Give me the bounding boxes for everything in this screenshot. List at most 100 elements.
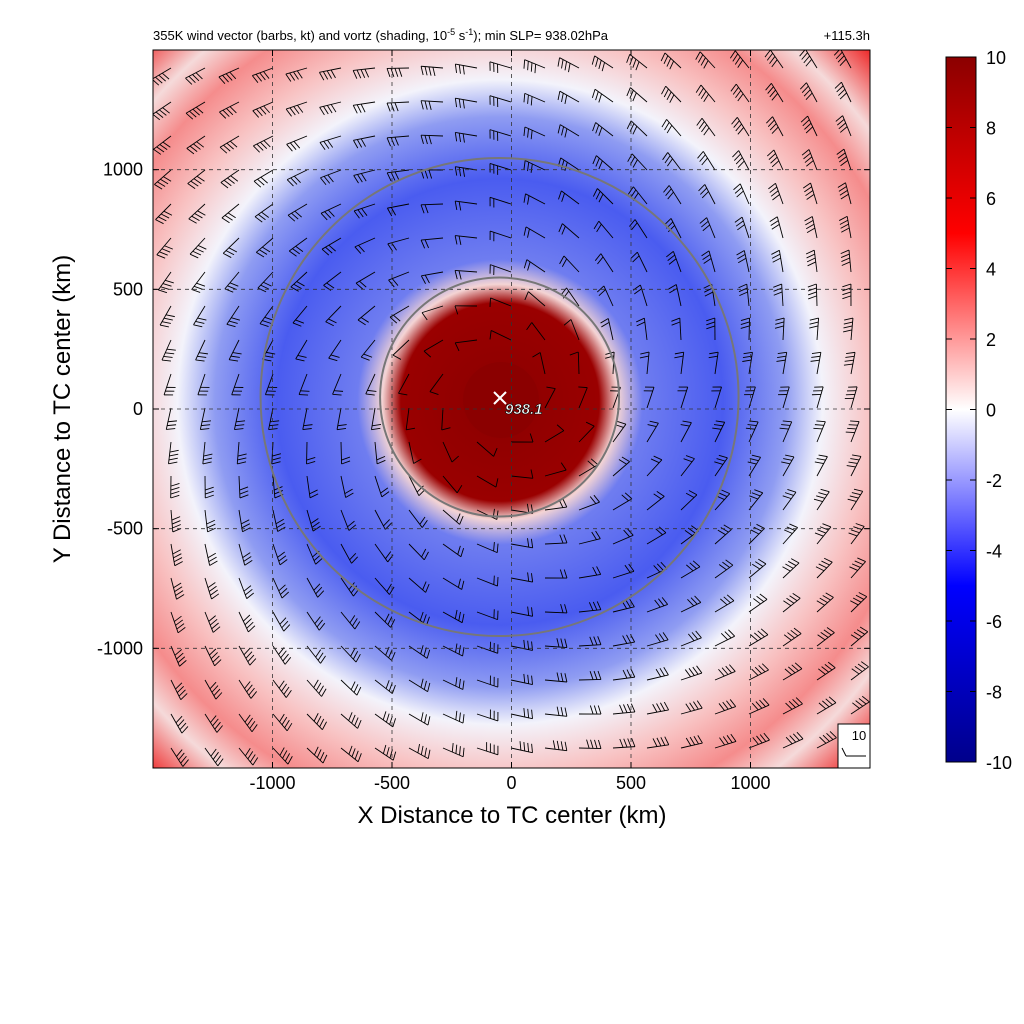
wind-barb-flag: [454, 63, 457, 74]
wind-barb-flag: [526, 322, 533, 331]
wind-barb-shaft: [168, 441, 172, 464]
wind-barb-flag: [303, 424, 313, 427]
wind-barb-flag: [388, 279, 395, 288]
wind-barb-flag: [703, 93, 709, 103]
wind-barb-flag: [846, 465, 856, 468]
wind-barb-flag: [174, 561, 183, 567]
wind-barb-flag: [674, 351, 684, 355]
wind-barb-flag: [833, 50, 840, 56]
wind-barb-flag: [589, 636, 594, 646]
wind-barb-flag: [842, 287, 852, 292]
wind-barb-flag: [561, 193, 565, 202]
wind-barb-flag: [241, 523, 251, 529]
wind-barb-flag: [531, 675, 533, 685]
wind-barb-flag: [860, 661, 869, 668]
wind-barb-flag: [376, 455, 386, 461]
wind-barb-flag: [156, 254, 166, 259]
wind-barb-flag: [389, 316, 398, 324]
wind-barb-flag: [162, 107, 170, 114]
wind-barb-flag: [559, 255, 565, 265]
wind-barb-flag: [801, 85, 809, 94]
wind-barb-shaft: [743, 250, 750, 273]
wind-barb-flag: [360, 173, 367, 182]
wind-barb-shaft: [612, 570, 635, 579]
wind-barb-flag: [320, 177, 327, 186]
chart-title: 355K wind vector (barbs, kt) and vortz (…: [153, 27, 609, 43]
wind-barb-flag: [855, 700, 864, 707]
wind-barb-shaft: [489, 95, 512, 103]
wind-barb-flag: [353, 210, 360, 219]
wind-barb-flag: [248, 687, 255, 696]
wind-barb-shaft: [252, 67, 274, 77]
wind-barb-flag: [392, 718, 397, 727]
range-rings: [259, 157, 740, 638]
wind-barb-shaft: [544, 713, 567, 717]
wind-barb-flag: [771, 59, 778, 68]
wind-barb-flag: [205, 490, 214, 495]
wind-barb-shaft: [578, 747, 602, 750]
wind-barb-flag: [261, 211, 269, 218]
wind-barb-flag: [530, 62, 533, 72]
wind-barb-flag: [850, 634, 859, 640]
wind-barb-shaft: [374, 611, 392, 628]
wind-barb-flag: [326, 70, 333, 79]
wind-barb-flag: [755, 561, 764, 567]
wind-barb-flag: [814, 424, 824, 426]
wind-barb-flag: [242, 552, 251, 558]
wind-barb-flag: [459, 746, 461, 756]
wind-barb-flag: [328, 318, 337, 324]
wind-barb-flag: [211, 685, 219, 693]
wind-barb-flag: [349, 615, 356, 624]
wind-barb-flag: [274, 490, 284, 495]
y-tick-label: 0: [133, 399, 143, 419]
wind-barb-flag: [759, 699, 766, 707]
wind-barb-shaft: [306, 747, 324, 764]
wind-barb-flag: [802, 182, 811, 189]
wind-barb-shaft: [528, 291, 546, 307]
wind-barb-flag: [632, 255, 640, 263]
wind-barb-flag: [289, 107, 296, 116]
wind-barb-shaft: [423, 339, 444, 352]
wind-barb-flag: [458, 98, 461, 108]
wind-barb-flag: [598, 93, 602, 103]
wind-barb-flag: [462, 714, 465, 724]
wind-barb-flag: [695, 84, 702, 93]
wind-barb-flag: [838, 122, 846, 130]
wind-barb-flag: [168, 461, 178, 465]
wind-barb-shaft: [319, 67, 342, 73]
wind-barb-flag: [660, 52, 666, 62]
wind-barb-flag: [177, 656, 186, 663]
wind-barb-flag: [805, 59, 813, 67]
wind-barb-flag: [529, 433, 534, 443]
wind-barb-shaft: [808, 149, 818, 171]
wind-barb-flag: [593, 670, 598, 680]
wind-barb-flag: [556, 424, 565, 432]
wind-barb-flag: [658, 526, 667, 534]
wind-barb-flag: [313, 679, 319, 688]
wind-barb-flag: [800, 115, 808, 123]
wind-barb-shaft: [489, 129, 512, 137]
wind-barb-flag: [596, 285, 605, 293]
wind-barb-flag: [820, 488, 830, 493]
wind-barb-flag: [630, 703, 636, 713]
wind-barb-flag: [239, 490, 249, 495]
wind-barb-flag: [623, 704, 628, 713]
wind-barb-flag: [818, 454, 828, 458]
wind-barb-flag: [696, 700, 703, 709]
wind-barb-shaft: [193, 305, 206, 325]
wind-barb-flag: [848, 532, 858, 537]
wind-barb-flag: [564, 673, 568, 683]
wind-barb-shaft: [374, 577, 390, 595]
wind-barb-shaft: [631, 153, 648, 171]
wind-barb-flag: [750, 529, 760, 535]
wind-barb-flag: [159, 324, 169, 328]
wind-barb-flag: [173, 557, 183, 563]
wind-barb-flag: [629, 219, 636, 227]
wind-barb-flag: [768, 182, 776, 190]
wind-barb-shaft: [526, 259, 546, 273]
wind-barb-flag: [380, 487, 389, 494]
wind-barb-flag: [788, 666, 796, 674]
wind-barb-flag: [330, 104, 337, 113]
wind-barb-flag: [280, 588, 288, 595]
wind-barb-shaft: [306, 679, 322, 697]
